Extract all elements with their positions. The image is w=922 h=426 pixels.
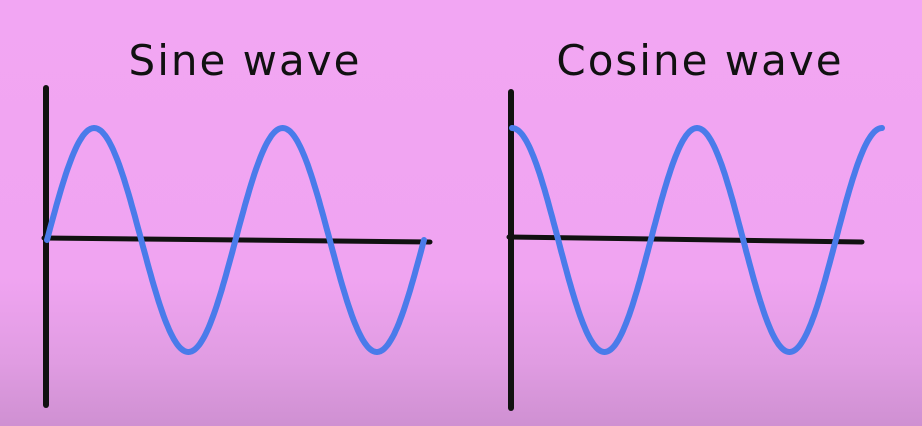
sine-title: Sine wave — [128, 36, 362, 85]
cosine-chart — [506, 89, 885, 411]
sine-curve — [44, 125, 427, 355]
cosine-panel: Cosine wave — [460, 0, 922, 426]
cosine-x-axis — [506, 234, 865, 245]
sine-chart — [41, 85, 433, 408]
cosine-title: Cosine wave — [556, 36, 844, 85]
cosine-curve — [509, 125, 885, 355]
sine-panel: Sine wave — [0, 0, 460, 426]
